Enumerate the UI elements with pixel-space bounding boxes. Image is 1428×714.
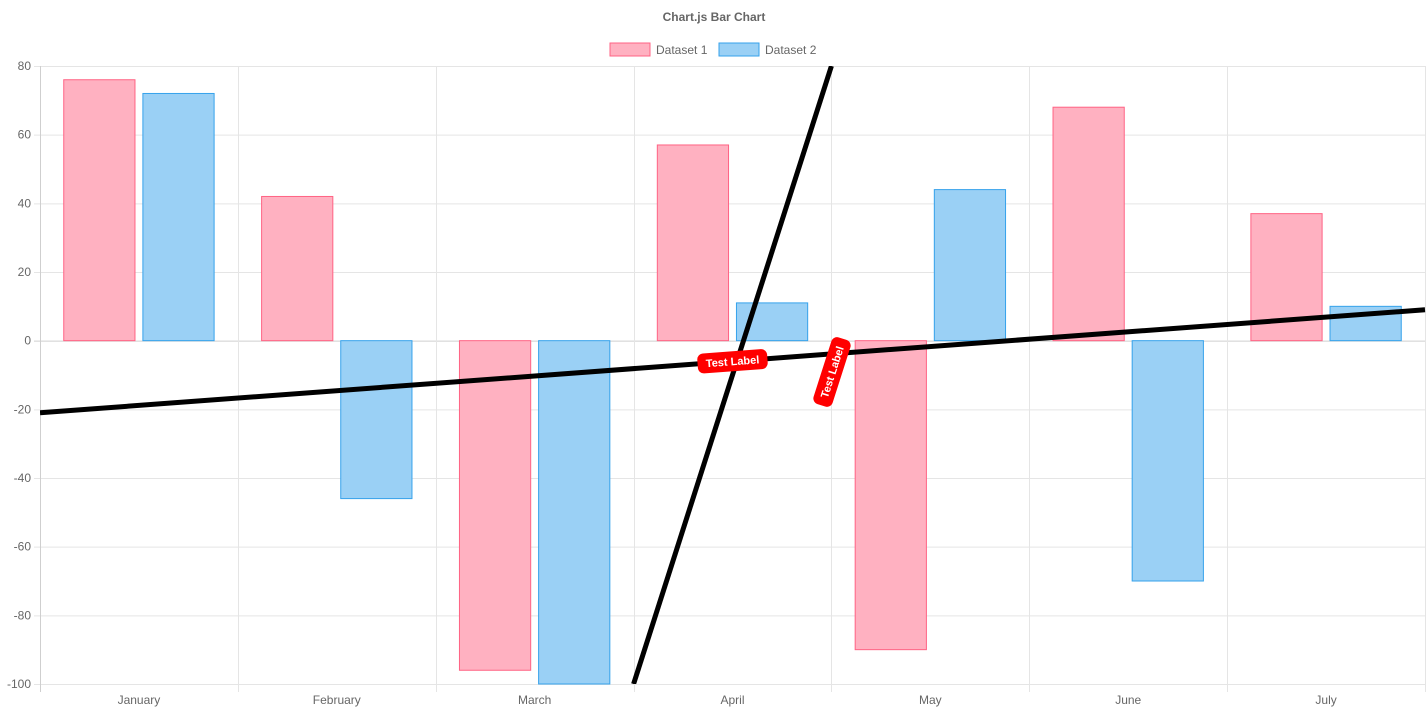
bar-dataset-1-march[interactable]	[458, 340, 532, 671]
bar-dataset-2-march[interactable]	[538, 340, 611, 685]
legend-item-dataset-1[interactable]: Dataset 1	[609, 42, 708, 57]
annotations: Test Label Test Label	[40, 66, 1426, 684]
annotation-label-text: Test Label	[705, 354, 759, 370]
bar-dataset-2-january[interactable]	[142, 92, 215, 342]
x-tick-label: July	[1315, 693, 1336, 707]
annotation-label-background	[697, 349, 768, 374]
y-tick-label: 20	[18, 265, 32, 279]
y-tick-label: -60	[14, 540, 32, 554]
annotation-lines	[40, 66, 1426, 684]
bar-dataset-1-may[interactable]	[854, 340, 927, 651]
bar-dataset-2-february[interactable]	[340, 340, 413, 500]
x-axis: January February March April May June July	[118, 693, 1337, 707]
legend-swatch-dataset-2	[718, 42, 760, 57]
grid	[34, 66, 1426, 692]
x-tick-label: April	[720, 693, 744, 707]
bar-dataset-1-february[interactable]	[261, 195, 334, 342]
y-tick-label: -80	[14, 608, 32, 622]
legend-label-dataset-2: Dataset 2	[765, 43, 817, 57]
y-tick-label: -40	[14, 471, 32, 485]
bar-dataset-2-may[interactable]	[933, 189, 1007, 342]
legend: Dataset 1 Dataset 2	[609, 42, 817, 57]
chart-title: Chart.js Bar Chart	[663, 10, 766, 24]
legend-label-dataset-1: Dataset 1	[656, 43, 708, 57]
y-tick-label: -20	[14, 402, 32, 416]
x-tick-label: January	[118, 693, 161, 707]
y-tick-label: 0	[24, 334, 31, 348]
y-tick-label: 40	[18, 196, 32, 210]
legend-item-dataset-2[interactable]: Dataset 2	[718, 42, 817, 57]
annotation-label-background	[813, 337, 851, 407]
bar-dataset-2-june[interactable]	[1131, 340, 1204, 582]
annotation-line-2	[631, 66, 834, 684]
annotation-label-2: Test Label	[813, 337, 851, 407]
y-tick-label: 80	[18, 59, 32, 73]
bar-dataset-1-june[interactable]	[1052, 106, 1125, 342]
x-tick-label: March	[518, 693, 551, 707]
bar-dataset-1-january[interactable]	[63, 79, 136, 342]
x-tick-label: February	[313, 693, 361, 707]
y-axis: 80 60 40 20 0 -20 -40 -60 -80 -100	[7, 59, 31, 691]
bar-dataset-1-april[interactable]	[656, 144, 730, 342]
legend-swatch-dataset-1	[609, 42, 651, 57]
x-tick-label: June	[1115, 693, 1141, 707]
y-tick-label: 60	[18, 128, 32, 142]
annotation-label-1: Test Label	[697, 349, 768, 374]
x-tick-label: May	[919, 693, 942, 707]
y-tick-label: -100	[7, 677, 31, 691]
